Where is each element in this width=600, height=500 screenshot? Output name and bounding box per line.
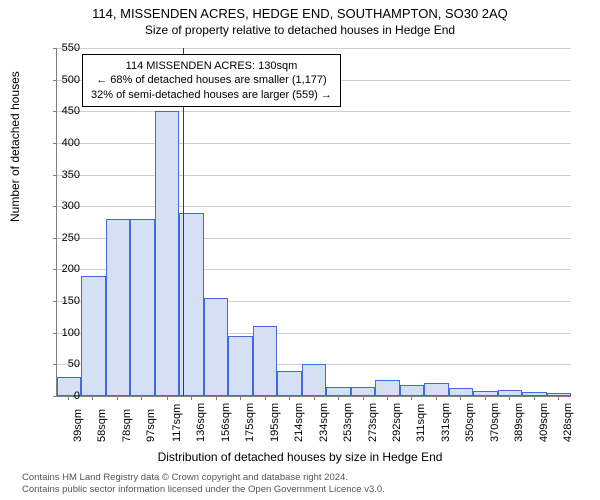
y-tick-label: 350 bbox=[48, 169, 80, 181]
annotation-line: ← 68% of detached houses are smaller (1,… bbox=[91, 73, 332, 87]
plot-region: 39sqm58sqm78sqm97sqm117sqm136sqm156sqm17… bbox=[56, 48, 571, 397]
histogram-bar bbox=[302, 364, 326, 396]
y-tick-label: 100 bbox=[48, 327, 80, 339]
histogram-bar bbox=[204, 298, 228, 396]
histogram-bar bbox=[81, 276, 105, 396]
y-tick-label: 500 bbox=[48, 74, 80, 86]
x-axis-label: Distribution of detached houses by size … bbox=[0, 450, 600, 464]
grid-line bbox=[57, 175, 571, 176]
histogram-bar bbox=[277, 371, 301, 396]
histogram-bar bbox=[326, 387, 350, 396]
annotation-line: 114 MISSENDEN ACRES: 130sqm bbox=[91, 59, 332, 73]
x-tick-mark bbox=[167, 396, 168, 400]
histogram-bar bbox=[400, 385, 424, 396]
grid-line bbox=[57, 206, 571, 207]
x-tick-label: 292sqm bbox=[391, 403, 403, 442]
x-tick-mark bbox=[117, 396, 118, 400]
y-axis-label: Number of detached houses bbox=[8, 71, 22, 222]
y-tick-label: 300 bbox=[48, 200, 80, 212]
x-tick-label: 253sqm bbox=[342, 403, 354, 442]
attribution-line-2: Contains public sector information licen… bbox=[22, 484, 385, 496]
x-tick-mark bbox=[338, 396, 339, 400]
x-tick-mark bbox=[534, 396, 535, 400]
chart-subtitle: Size of property relative to detached ho… bbox=[0, 21, 600, 37]
attribution: Contains HM Land Registry data © Crown c… bbox=[22, 472, 385, 496]
x-tick-label: 311sqm bbox=[415, 404, 427, 442]
y-tick-label: 550 bbox=[48, 42, 80, 54]
x-tick-label: 58sqm bbox=[96, 409, 108, 442]
annotation-box: 114 MISSENDEN ACRES: 130sqm← 68% of deta… bbox=[82, 54, 341, 107]
x-tick-label: 234sqm bbox=[318, 403, 330, 442]
y-tick-label: 450 bbox=[48, 105, 80, 117]
histogram-bar bbox=[424, 383, 448, 396]
x-tick-mark bbox=[460, 396, 461, 400]
x-tick-label: 39sqm bbox=[72, 409, 84, 442]
x-tick-mark bbox=[436, 396, 437, 400]
x-tick-mark bbox=[289, 396, 290, 400]
x-tick-label: 117sqm bbox=[171, 404, 183, 442]
grid-line bbox=[57, 48, 571, 49]
x-tick-label: 175sqm bbox=[244, 403, 256, 442]
x-tick-mark bbox=[265, 396, 266, 400]
x-tick-label: 370sqm bbox=[489, 403, 501, 442]
x-tick-mark bbox=[509, 396, 510, 400]
x-tick-label: 409sqm bbox=[538, 403, 550, 442]
x-tick-label: 97sqm bbox=[145, 409, 157, 442]
x-tick-label: 78sqm bbox=[121, 409, 133, 442]
x-tick-label: 156sqm bbox=[220, 403, 232, 442]
histogram-bar bbox=[228, 336, 252, 396]
x-tick-mark bbox=[191, 396, 192, 400]
histogram-bar bbox=[130, 219, 154, 396]
y-tick-label: 150 bbox=[48, 295, 80, 307]
grid-line bbox=[57, 111, 571, 112]
x-tick-label: 136sqm bbox=[195, 403, 207, 442]
histogram-bar bbox=[351, 387, 375, 396]
y-tick-label: 0 bbox=[48, 390, 80, 402]
x-tick-mark bbox=[411, 396, 412, 400]
chart-container: 114, MISSENDEN ACRES, HEDGE END, SOUTHAM… bbox=[0, 0, 600, 500]
attribution-line-1: Contains HM Land Registry data © Crown c… bbox=[22, 472, 385, 484]
x-tick-mark bbox=[92, 396, 93, 400]
histogram-bar bbox=[155, 111, 179, 396]
x-tick-mark bbox=[363, 396, 364, 400]
x-tick-mark bbox=[141, 396, 142, 400]
grid-line bbox=[57, 143, 571, 144]
x-tick-label: 214sqm bbox=[293, 403, 305, 442]
y-tick-label: 50 bbox=[48, 358, 80, 370]
chart-title: 114, MISSENDEN ACRES, HEDGE END, SOUTHAM… bbox=[0, 0, 600, 21]
x-tick-mark bbox=[216, 396, 217, 400]
x-tick-mark bbox=[240, 396, 241, 400]
histogram-bar bbox=[449, 388, 473, 396]
x-tick-mark bbox=[387, 396, 388, 400]
x-tick-label: 350sqm bbox=[464, 403, 476, 442]
chart-area: 39sqm58sqm78sqm97sqm117sqm136sqm156sqm17… bbox=[56, 48, 570, 396]
histogram-bar bbox=[253, 326, 277, 396]
x-tick-mark bbox=[485, 396, 486, 400]
x-tick-mark bbox=[314, 396, 315, 400]
annotation-line: 32% of semi-detached houses are larger (… bbox=[91, 88, 332, 102]
y-tick-label: 250 bbox=[48, 232, 80, 244]
y-tick-label: 200 bbox=[48, 263, 80, 275]
y-tick-label: 400 bbox=[48, 137, 80, 149]
histogram-bar bbox=[106, 219, 130, 396]
histogram-bar bbox=[375, 380, 399, 396]
x-tick-label: 428sqm bbox=[562, 403, 574, 442]
x-tick-label: 389sqm bbox=[513, 403, 525, 442]
x-tick-label: 273sqm bbox=[367, 403, 379, 442]
x-tick-mark bbox=[558, 396, 559, 400]
x-tick-label: 331sqm bbox=[440, 403, 452, 442]
x-tick-label: 195sqm bbox=[269, 403, 281, 442]
